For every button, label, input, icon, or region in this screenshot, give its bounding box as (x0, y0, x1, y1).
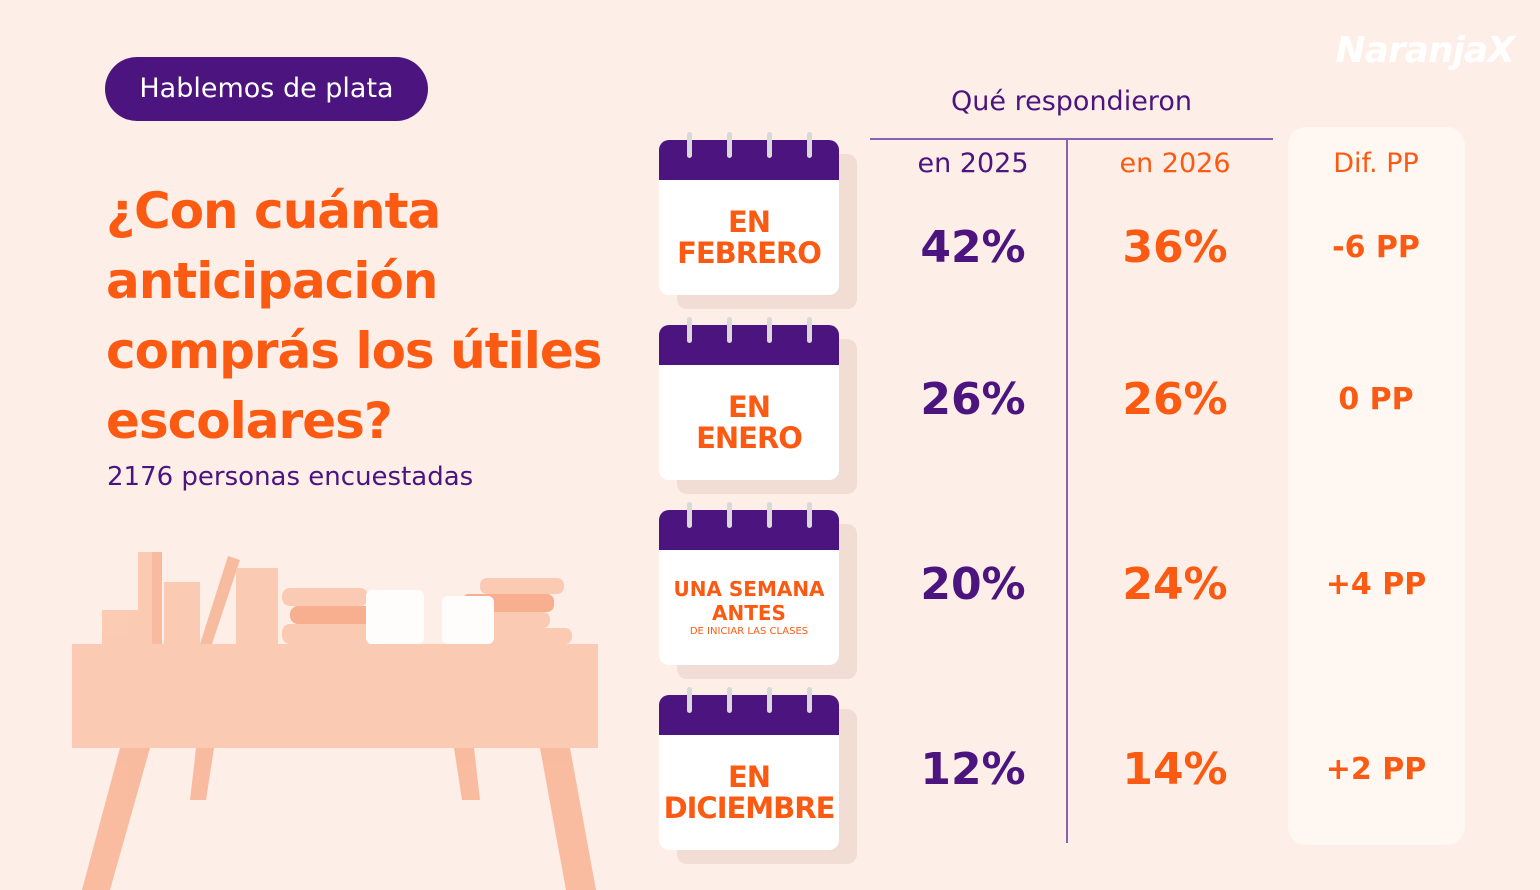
calendar-ring (727, 502, 732, 528)
row-label-line: UNA SEMANA (673, 576, 825, 601)
title-line: anticipación (106, 252, 438, 310)
calendar-ring (687, 687, 692, 713)
column-header: en 2026 (1119, 148, 1231, 179)
calendar-ring (687, 132, 692, 158)
calendar-icon: EN ENERO (659, 317, 839, 480)
calendar-ring (727, 687, 732, 713)
calendar-ring (807, 317, 812, 343)
title-line: comprás los útiles (106, 322, 603, 380)
calendar-band (659, 510, 839, 550)
calendar-ring (767, 132, 772, 158)
brand-logo: NaranjaX (1335, 30, 1515, 71)
row-label-line: ENERO (696, 420, 803, 455)
table-cell: 0 PP (1338, 382, 1414, 417)
row-label: EN FEBRERO (659, 180, 839, 295)
title-line: escolares? (106, 392, 393, 450)
title: ¿Con cuánta anticipación comprás los útile… (106, 176, 603, 456)
row-label-note: DE INICIAR LAS CLASES (689, 625, 809, 637)
table-cell: +4 PP (1325, 567, 1427, 602)
calendar-ring (807, 502, 812, 528)
calendar-band (659, 140, 839, 180)
calendar-ring (807, 687, 812, 713)
table-cell: 12% (920, 744, 1026, 795)
column-header: Dif. PP (1333, 148, 1419, 179)
table-cell: 20% (920, 559, 1026, 610)
row-label: EN DICIEMBRE (659, 735, 839, 850)
table-cell: 42% (920, 222, 1026, 273)
calendar-ring (767, 502, 772, 528)
calendar-band (659, 695, 839, 735)
column-header: en 2025 (917, 148, 1029, 179)
row-label-line: EN (727, 204, 771, 239)
row-label-line: EN (727, 389, 771, 424)
header-rule (870, 138, 1273, 140)
calendar-ring (687, 317, 692, 343)
table-cell: -6 PP (1332, 230, 1420, 265)
subtitle: 2176 personas encuestadas (107, 462, 474, 492)
calendar-ring (767, 687, 772, 713)
calendar-ring (807, 132, 812, 158)
table-header: Qué respondieron (951, 86, 1192, 117)
column-divider (1066, 140, 1068, 843)
row-label: UNA SEMANA ANTES DE INICIAR LAS CLASES (659, 550, 839, 665)
table-cell: 26% (920, 374, 1026, 425)
dif-column-box (1288, 127, 1465, 845)
table-cell: 14% (1122, 744, 1228, 795)
calendar-icon: EN DICIEMBRE (659, 687, 839, 850)
table-cell: 24% (1122, 559, 1228, 610)
row-label-line: DICIEMBRE (663, 790, 836, 825)
table-cell: 36% (1122, 222, 1228, 273)
calendar-icon: UNA SEMANA ANTES DE INICIAR LAS CLASES (659, 502, 839, 665)
calendar-band (659, 325, 839, 365)
calendar-icon: EN FEBRERO (659, 132, 839, 295)
title-line: ¿Con cuánta (106, 182, 441, 240)
table-cell: +2 PP (1325, 752, 1427, 787)
calendar-ring (767, 317, 772, 343)
row-label-line: FEBRERO (677, 235, 822, 270)
row-label: EN ENERO (659, 365, 839, 480)
calendar-ring (687, 502, 692, 528)
tag-pill: Hablemos de plata (105, 57, 428, 121)
row-label-line: EN (727, 759, 771, 794)
row-label-line: ANTES (712, 600, 786, 625)
table-cell: 26% (1122, 374, 1228, 425)
calendar-ring (727, 132, 732, 158)
desk-illustration (72, 552, 598, 890)
calendar-ring (727, 317, 732, 343)
